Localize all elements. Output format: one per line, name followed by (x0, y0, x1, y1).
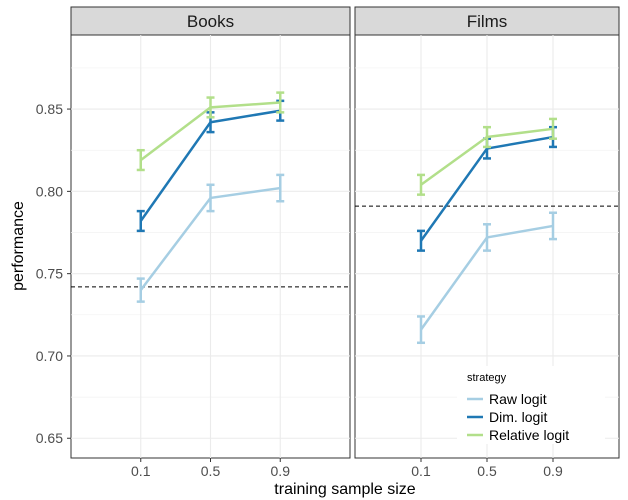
series-raw-logit (136, 173, 285, 303)
series-relative-logit (136, 91, 285, 172)
legend-title: strategy (467, 372, 507, 384)
series-dim-logit (136, 99, 285, 233)
legend-label: Relative logit (489, 427, 569, 443)
series-raw-logit (417, 211, 557, 345)
legend-entries: Raw logit Dim. logit Relative logit (467, 391, 569, 443)
legend-entry: Raw logit (467, 391, 547, 407)
series-relative-logit (417, 117, 557, 196)
series-line (139, 101, 281, 162)
legend-background (457, 366, 605, 444)
x-tick-label: 0.1 (131, 463, 151, 479)
series-line (139, 186, 281, 291)
x-tick-label: 0.9 (271, 463, 291, 479)
panel-books: Books (70, 6, 351, 459)
legend-label: Raw logit (489, 391, 547, 407)
x-axis: 0.1 0.5 0.9 0.1 0.5 0.9 (131, 458, 563, 479)
series-line (139, 109, 281, 222)
legend-label: Dim. logit (489, 409, 547, 425)
x-tick-label: 0.5 (201, 463, 221, 479)
error-bar (549, 117, 557, 140)
series-line (419, 224, 554, 331)
y-tick-label: 0.65 (36, 430, 63, 446)
y-tick-label: 0.80 (36, 183, 63, 199)
series-books (136, 91, 285, 303)
x-tick-label: 0.5 (477, 463, 497, 479)
series-line (420, 127, 554, 186)
legend-entry: Dim. logit (467, 409, 547, 425)
strip-books (70, 6, 351, 36)
series-films (417, 117, 557, 345)
series-line (419, 135, 554, 242)
x-tick-label: 0.9 (543, 463, 563, 479)
legend: strategy Raw logit Dim. logit Relative log… (457, 366, 605, 444)
legend-entry: Relative logit (467, 427, 569, 443)
x-tick-label: 0.1 (411, 463, 431, 479)
y-tick-label: 0.75 (36, 266, 63, 282)
x-axis-title: training sample size (274, 481, 416, 498)
y-axis-title: performance (10, 201, 27, 291)
y-tick-label: 0.70 (36, 348, 63, 364)
strip-title-books: Books (187, 12, 234, 31)
y-tick-label: 0.85 (36, 101, 63, 117)
strip-title-films: Films (467, 12, 508, 31)
y-axis: 0.65 0.70 0.75 0.80 0.85 (36, 101, 71, 446)
grid-books (71, 35, 350, 458)
